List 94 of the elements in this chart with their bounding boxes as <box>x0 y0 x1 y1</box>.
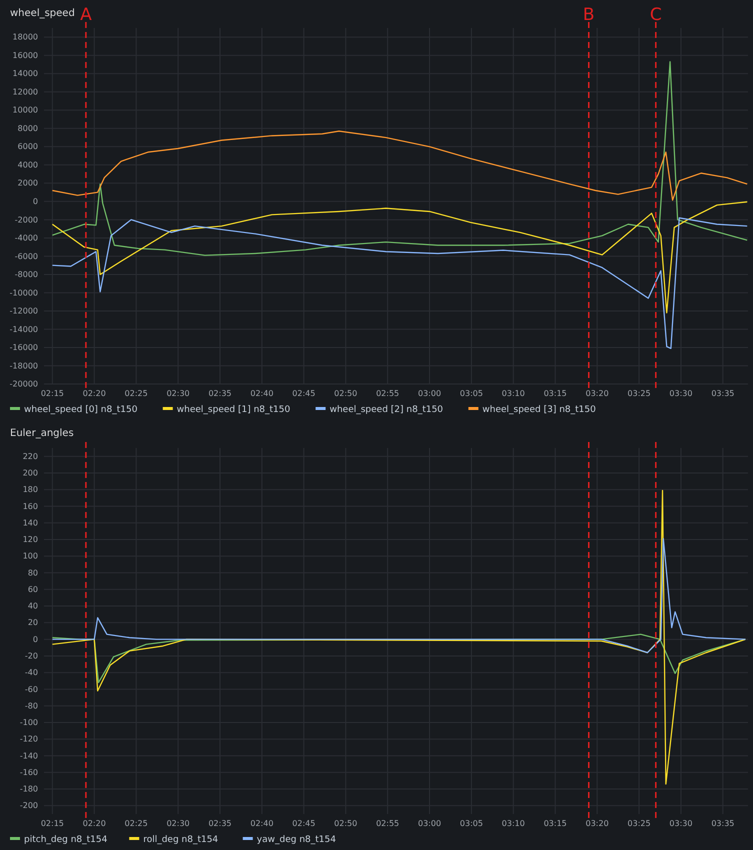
line-series <box>52 538 746 654</box>
x-tick-label: 03:15 <box>544 819 567 828</box>
x-tick-label: 02:55 <box>376 819 400 828</box>
y-tick-label: 18000 <box>12 32 38 42</box>
x-tick-label: 02:50 <box>334 819 358 828</box>
ref-line-label: B <box>582 5 595 25</box>
line-series <box>52 61 748 256</box>
x-tick-label: 02:25 <box>124 819 148 828</box>
ref-line-label: C <box>650 5 662 25</box>
x-tick-label: 03:15 <box>544 389 567 398</box>
y-tick-label: 8000 <box>18 124 38 133</box>
x-tick-label: 02:35 <box>208 389 232 398</box>
ref-line-label: A <box>80 5 92 25</box>
y-tick-label: -8000 <box>14 270 38 280</box>
x-tick-label: 02:55 <box>376 389 400 398</box>
x-tick-label: 03:35 <box>711 389 734 398</box>
y-tick-label: -80 <box>24 701 38 710</box>
y-tick-label: 220 <box>22 452 38 461</box>
x-tick-label: 03:00 <box>418 389 442 398</box>
y-tick-label: 0 <box>32 634 38 644</box>
y-tick-label: -4000 <box>14 234 38 243</box>
x-tick-label: 02:20 <box>82 819 106 828</box>
x-tick-label: 02:40 <box>250 389 274 398</box>
y-tick-label: -200 <box>20 801 38 810</box>
y-tick-label: 6000 <box>18 142 38 152</box>
x-tick-label: 03:35 <box>711 819 734 828</box>
y-tick-label: -10000 <box>10 288 38 298</box>
legend-label: wheel_speed [2] n8_t150 <box>330 405 444 415</box>
x-tick-label: 03:25 <box>628 819 651 828</box>
legend-label: pitch_deg n8_t154 <box>24 835 108 845</box>
y-tick-label: -140 <box>20 751 38 760</box>
x-tick-label: 02:15 <box>40 819 64 828</box>
x-tick-label: 02:50 <box>334 389 358 398</box>
y-tick-label: 100 <box>22 552 38 561</box>
x-tick-label: 03:10 <box>502 819 525 828</box>
x-tick-label: 02:30 <box>166 819 190 828</box>
y-tick-label: -180 <box>20 784 38 794</box>
y-tick-label: -20000 <box>10 380 38 389</box>
x-tick-label: 02:35 <box>208 819 232 828</box>
y-tick-label: 2000 <box>18 178 38 188</box>
x-tick-label: 02:20 <box>82 389 106 398</box>
y-tick-label: 80 <box>28 568 38 578</box>
line-series <box>52 490 746 785</box>
y-tick-label: 4000 <box>18 160 38 170</box>
legend-label: roll_deg n8_t154 <box>143 835 218 845</box>
x-tick-label: 02:45 <box>292 389 316 398</box>
y-tick-label: -18000 <box>10 361 38 370</box>
legend-label: wheel_speed [3] n8_t150 <box>482 405 596 415</box>
y-tick-label: -60 <box>24 684 38 694</box>
y-tick-label: -16000 <box>10 343 38 352</box>
y-tick-label: 60 <box>28 584 38 594</box>
y-tick-label: 120 <box>22 535 38 544</box>
x-tick-label: 02:30 <box>166 389 190 398</box>
chart-title: wheel_speed <box>10 8 75 19</box>
y-tick-label: 180 <box>22 485 38 494</box>
y-tick-label: -12000 <box>10 306 38 316</box>
x-tick-label: 03:30 <box>669 819 692 828</box>
line-series <box>52 217 748 349</box>
y-tick-label: -120 <box>20 734 38 744</box>
y-tick-label: -160 <box>20 768 38 777</box>
x-tick-label: 02:25 <box>124 389 148 398</box>
x-tick-label: 03:20 <box>586 389 609 398</box>
y-tick-label: 20 <box>28 618 38 628</box>
x-tick-label: 02:45 <box>292 819 316 828</box>
y-tick-label: 14000 <box>12 69 38 78</box>
x-tick-label: 03:10 <box>502 389 525 398</box>
x-tick-label: 03:05 <box>460 389 483 398</box>
legend-label: wheel_speed [0] n8_t150 <box>24 405 138 415</box>
x-tick-label: 02:40 <box>250 819 274 828</box>
y-tick-label: 16000 <box>12 50 38 60</box>
y-tick-label: -2000 <box>14 215 38 224</box>
x-tick-label: 02:15 <box>40 389 64 398</box>
line-series <box>52 130 748 201</box>
y-tick-label: 200 <box>22 468 38 478</box>
x-tick-label: 03:00 <box>418 819 442 828</box>
legend-label: yaw_deg n8_t154 <box>256 835 336 845</box>
legend-label: wheel_speed [1] n8_t150 <box>176 405 291 415</box>
y-tick-label: -100 <box>20 718 38 728</box>
y-tick-label: -20 <box>24 652 38 661</box>
y-tick-label: 0 <box>32 196 38 206</box>
line-series <box>52 201 748 314</box>
chart-title: Euler_angles <box>10 428 74 439</box>
y-tick-label: -6000 <box>14 252 38 261</box>
y-tick-label: 12000 <box>12 87 38 96</box>
y-tick-label: 10000 <box>12 106 38 115</box>
y-tick-label: 140 <box>22 518 38 528</box>
y-tick-label: 40 <box>28 602 38 611</box>
y-tick-label: 160 <box>22 502 38 511</box>
y-tick-label: -14000 <box>10 324 38 334</box>
y-tick-label: -40 <box>24 668 38 678</box>
x-tick-label: 03:30 <box>669 389 692 398</box>
x-tick-label: 03:05 <box>460 819 483 828</box>
x-tick-label: 03:20 <box>586 819 609 828</box>
x-tick-label: 03:25 <box>628 389 651 398</box>
